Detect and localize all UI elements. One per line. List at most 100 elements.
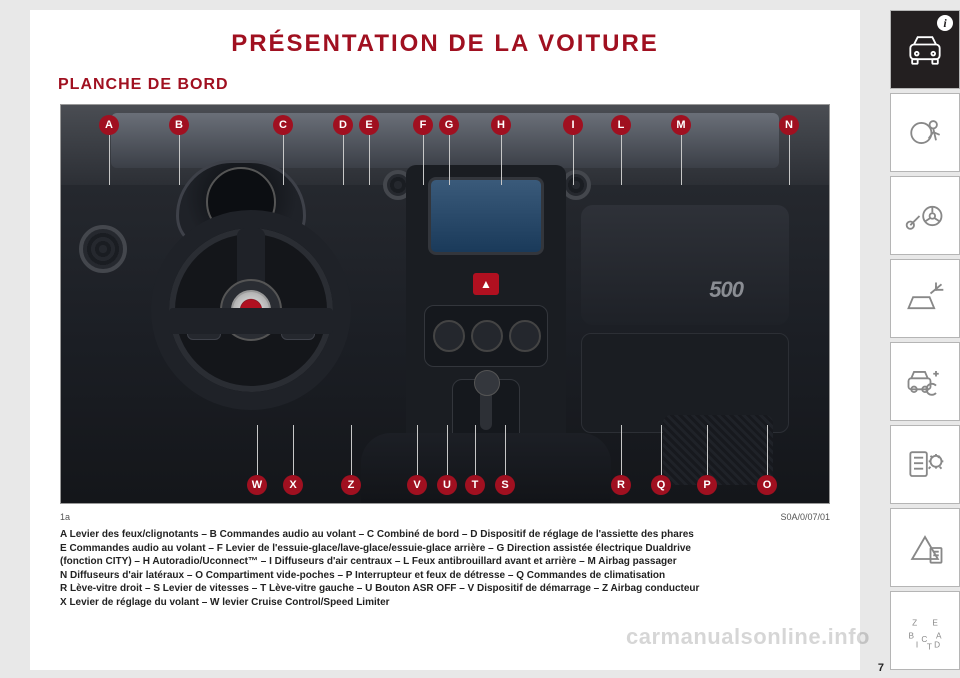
- svg-text:T: T: [927, 642, 932, 651]
- model-badge: 500: [709, 277, 743, 303]
- leader-line: [293, 425, 294, 475]
- leader-line: [449, 135, 450, 185]
- leader-line: [707, 425, 708, 475]
- tab-maintenance[interactable]: [890, 425, 960, 504]
- callout-letter: N: [779, 115, 799, 135]
- leader-line: [767, 425, 768, 475]
- leader-line: [661, 425, 662, 475]
- leader-line: [109, 135, 110, 185]
- callout-letter: Q: [651, 475, 671, 495]
- caption-line: (fonction CITY) – H Autoradio/Uconnect™ …: [60, 555, 830, 569]
- leader-line: [283, 135, 284, 185]
- wheel-audio-right: [281, 312, 315, 340]
- callout-letter: P: [697, 475, 717, 495]
- callout-letter: O: [757, 475, 777, 495]
- airbag-icon: [903, 111, 947, 155]
- hazard-button: ▲: [473, 273, 499, 295]
- callout-letter: I: [563, 115, 583, 135]
- center-stack: ▲: [406, 165, 566, 465]
- triangle-doc-icon: [903, 526, 947, 570]
- warning-car-icon: [903, 277, 947, 321]
- tab-starting-driving[interactable]: [890, 176, 960, 255]
- index-letters-icon: Z E B A I C T D: [903, 609, 947, 653]
- infotainment-screen: [428, 177, 544, 255]
- tab-emergency[interactable]: [890, 342, 960, 421]
- steering-hub: [220, 279, 282, 341]
- climate-controls: [424, 305, 548, 367]
- figure-caption: A Levier des feux/clignotants – B Comman…: [60, 528, 830, 609]
- svg-text:D: D: [934, 640, 940, 649]
- tab-tech-data[interactable]: [890, 508, 960, 587]
- leader-line: [351, 425, 352, 475]
- leader-line: [179, 135, 180, 185]
- car-front-icon: [903, 28, 947, 72]
- callout-letter: M: [671, 115, 691, 135]
- air-vent-left: [79, 225, 127, 273]
- figure-code: S0A/0/07/01: [780, 512, 830, 522]
- info-icon: i: [937, 15, 953, 31]
- svg-text:E: E: [932, 618, 938, 627]
- leader-line: [475, 425, 476, 475]
- leader-line: [447, 425, 448, 475]
- center-tunnel: [361, 433, 611, 503]
- callout-letter: C: [273, 115, 293, 135]
- steering-wheel: [151, 210, 351, 410]
- svg-text:Z: Z: [912, 618, 917, 627]
- caption-line: A Levier des feux/clignotants – B Comman…: [60, 528, 830, 542]
- key-wheel-icon: [903, 194, 947, 238]
- callout-letter: D: [333, 115, 353, 135]
- callout-letter: B: [169, 115, 189, 135]
- leader-line: [505, 425, 506, 475]
- manual-page: PRÉSENTATION DE LA VOITURE PLANCHE DE BO…: [30, 10, 860, 670]
- caption-line: N Diffuseurs d'air latéraux – O Comparti…: [60, 569, 830, 583]
- callout-letter: E: [359, 115, 379, 135]
- svg-text:B: B: [909, 631, 915, 640]
- figure-number: 1a: [60, 512, 70, 522]
- page-number: 7: [878, 662, 884, 674]
- callout-letter: T: [465, 475, 485, 495]
- passenger-dash-panel: [581, 205, 789, 325]
- callout-letter: W: [247, 475, 267, 495]
- dashboard-figure: 500 ▲ ABCDEFGHILMNWXZVUTSRQPO: [60, 104, 830, 504]
- caption-line: E Commandes audio au volant – F Levier d…: [60, 542, 830, 556]
- caption-line: X Levier de réglage du volant – W levier…: [60, 596, 830, 610]
- callout-letter: Z: [341, 475, 361, 495]
- leader-line: [369, 135, 370, 185]
- tab-index[interactable]: Z E B A I C T D: [890, 591, 960, 670]
- callout-letter: S: [495, 475, 515, 495]
- leader-line: [343, 135, 344, 185]
- climate-knob: [509, 320, 541, 352]
- climate-knob: [433, 320, 465, 352]
- callout-letter: R: [611, 475, 631, 495]
- gear-shifter: [480, 384, 492, 430]
- speaker-grille: [663, 415, 773, 485]
- callout-letter: V: [407, 475, 427, 495]
- svg-text:I: I: [916, 640, 918, 649]
- callout-letter: A: [99, 115, 119, 135]
- callout-letter: U: [437, 475, 457, 495]
- tab-safety[interactable]: [890, 93, 960, 172]
- climate-knob: [471, 320, 503, 352]
- leader-line: [789, 135, 790, 185]
- tab-vehicle-overview[interactable]: i: [890, 10, 960, 89]
- leader-line: [573, 135, 574, 185]
- watermark-text: carmanualsonline.info: [626, 624, 870, 650]
- leader-line: [501, 135, 502, 185]
- caption-line: R Lève-vitre droit – S Levier de vitesse…: [60, 582, 830, 596]
- fiat-logo-icon: [231, 290, 271, 330]
- callout-letter: H: [491, 115, 511, 135]
- leader-line: [417, 425, 418, 475]
- leader-line: [423, 135, 424, 185]
- callout-letter: F: [413, 115, 433, 135]
- wheel-audio-left: [187, 312, 221, 340]
- side-tab-strip: i: [890, 10, 960, 670]
- leader-line: [621, 425, 622, 475]
- leader-line: [621, 135, 622, 185]
- page-title: PRÉSENTATION DE LA VOITURE: [58, 30, 832, 58]
- svg-text:A: A: [936, 631, 942, 640]
- callout-letter: G: [439, 115, 459, 135]
- tab-warning-lights[interactable]: [890, 259, 960, 338]
- callout-letter: L: [611, 115, 631, 135]
- list-gear-icon: [903, 443, 947, 487]
- leader-line: [681, 135, 682, 185]
